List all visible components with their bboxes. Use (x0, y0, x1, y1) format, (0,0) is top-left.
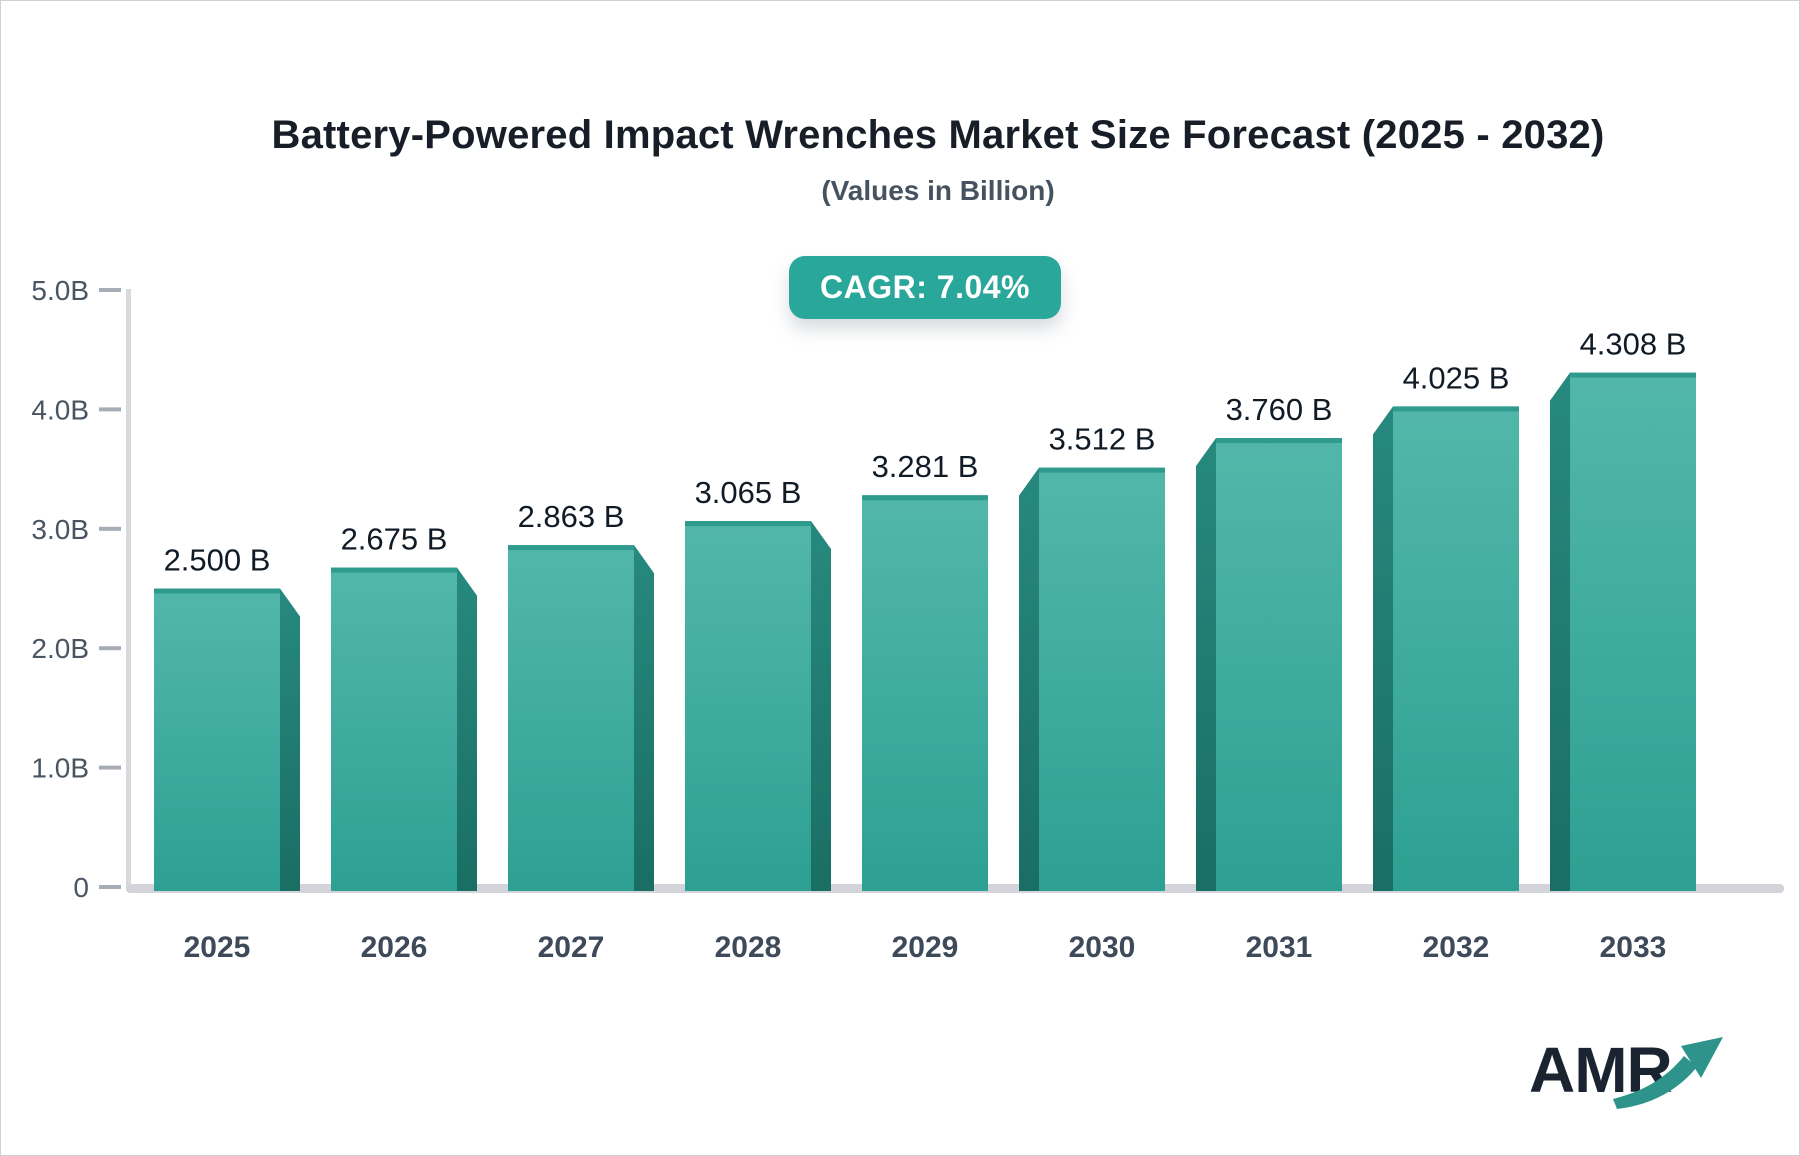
bar-value-label: 4.308 B (1580, 327, 1687, 362)
bar-side-2026 (457, 567, 477, 891)
bar-side-2031 (1196, 438, 1216, 891)
amr-logo: AMR (1529, 1033, 1739, 1123)
bar-value-label: 2.675 B (341, 522, 448, 557)
bar-side-2025 (280, 588, 300, 891)
bar-top-edge-2028 (685, 521, 811, 527)
bar-2030 (1039, 467, 1165, 891)
x-category-label: 2033 (1600, 931, 1667, 964)
bar-top-edge-2029 (862, 495, 988, 501)
bar-top-edge-2030 (1039, 467, 1165, 473)
y-tick-dash (99, 646, 121, 651)
y-tick-dash (99, 288, 121, 292)
bar-side-2032 (1373, 406, 1393, 891)
bar-top-edge-2027 (508, 545, 634, 551)
x-category-label: 2025 (184, 931, 251, 964)
bar-2033 (1570, 372, 1696, 892)
x-category-label: 2027 (538, 931, 605, 964)
y-tick-dash (99, 526, 121, 531)
bar-top-edge-2026 (331, 567, 457, 573)
bar-value-label: 2.863 B (518, 499, 625, 534)
x-category-label: 2026 (361, 931, 428, 964)
bar-value-label: 3.065 B (695, 475, 802, 510)
amr-logo-arrow-icon (1613, 1037, 1723, 1109)
bar-value-label: 4.025 B (1403, 360, 1510, 395)
x-category-label: 2028 (715, 931, 782, 964)
cagr-badge: CAGR: 7.04% (789, 256, 1061, 319)
bar-top-edge-2031 (1216, 438, 1342, 444)
bar-value-label: 3.281 B (872, 449, 979, 484)
bar-2028 (685, 521, 811, 891)
y-tick-label: 0 (73, 872, 89, 903)
bar-value-label: 2.500 B (164, 543, 271, 578)
bar-2032 (1393, 406, 1519, 891)
x-category-label: 2031 (1246, 931, 1313, 964)
x-category-label: 2030 (1069, 931, 1136, 964)
bar-2025 (154, 588, 280, 891)
bar-2027 (508, 545, 634, 891)
bar-top-edge-2025 (154, 588, 280, 594)
y-tick-dash (99, 765, 121, 770)
y-tick-dash (99, 407, 121, 412)
bar-side-2027 (634, 545, 654, 891)
bar-value-label: 3.760 B (1226, 392, 1333, 427)
y-tick-label: 1.0B (31, 753, 89, 784)
chart-title: Battery-Powered Impact Wrenches Market S… (271, 113, 1605, 157)
y-tick-label: 5.0B (31, 275, 89, 306)
cagr-badge-label: CAGR: 7.04% (820, 269, 1030, 305)
bar-side-2030 (1019, 467, 1039, 891)
x-category-label: 2029 (892, 931, 959, 964)
bar-2031 (1216, 438, 1342, 891)
bar-side-2028 (811, 521, 831, 891)
bar-2026 (331, 567, 457, 891)
chart-subtitle: (Values in Billion) (821, 175, 1055, 206)
bar-top-edge-2032 (1393, 406, 1519, 412)
y-tick-dash (99, 885, 121, 889)
y-tick-label: 2.0B (31, 633, 89, 664)
y-tick-label: 3.0B (31, 514, 89, 545)
x-category-label: 2032 (1423, 931, 1490, 964)
bar-value-label: 3.512 B (1049, 422, 1156, 457)
bar-side-2033 (1550, 372, 1570, 892)
y-axis-line (126, 289, 131, 891)
y-tick-label: 4.0B (31, 394, 89, 425)
bar-top-edge-2033 (1570, 372, 1696, 378)
bar-2029 (862, 495, 988, 891)
